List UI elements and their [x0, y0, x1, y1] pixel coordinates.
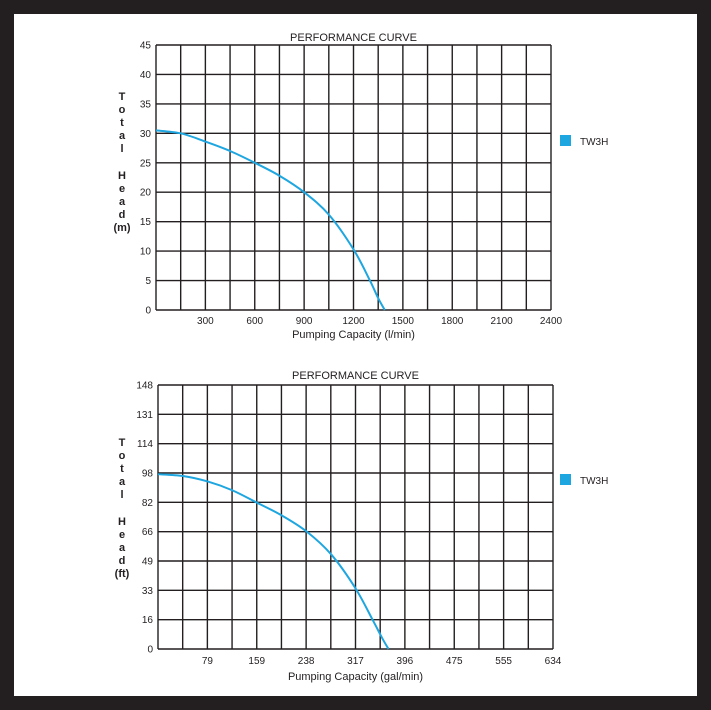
y-axis-label-char: l: [120, 143, 124, 155]
top-y-tick-label: 20: [140, 188, 152, 199]
bottom-y-tick-label: 131: [136, 410, 153, 421]
y-axis-unit: (m): [113, 222, 131, 234]
top-chart-title: PERFORMANCE CURVE: [290, 32, 417, 44]
top-x-tick-label: 1200: [342, 316, 365, 327]
y-axis-label-char: d: [118, 555, 126, 567]
bottom-x-tick-label: 79: [202, 656, 214, 667]
y-axis-label-char: d: [118, 209, 126, 221]
bottom-x-tick-label: 159: [248, 656, 265, 667]
top-y-tick-label: 10: [140, 247, 152, 258]
bottom-y-tick-label: 148: [136, 381, 153, 392]
y-axis-label-char: e: [118, 183, 126, 195]
bottom-legend-swatch: [560, 474, 571, 485]
y-axis-label-char: l: [120, 489, 124, 501]
y-axis-unit: (ft): [114, 568, 130, 580]
top-y-tick-label: 40: [140, 70, 152, 81]
bottom-y-tick-label: 66: [142, 527, 154, 538]
bottom-y-tick-label: 114: [137, 439, 153, 450]
top-x-axis-label: Pumping Capacity (l/min): [292, 329, 415, 341]
bottom-series-curve: [157, 473, 390, 650]
top-y-tick-label: 35: [140, 99, 152, 110]
top-x-tick-label: 1500: [392, 316, 415, 327]
bottom-x-axis-label: Pumping Capacity (gal/min): [288, 671, 423, 683]
bottom-y-tick-label: 82: [142, 498, 154, 509]
bottom-y-tick-label: 33: [142, 586, 154, 597]
bottom-x-tick-label: 634: [545, 656, 562, 667]
top-y-tick-label: 45: [140, 41, 152, 52]
top-legend-label: TW3H: [580, 137, 608, 148]
bottom-y-tick-label: 49: [142, 557, 154, 568]
bottom-y-tick-label: 98: [142, 469, 154, 480]
y-axis-label-char: T: [118, 91, 126, 103]
top-y-tick-label: 15: [140, 217, 152, 228]
bottom-legend-label: TW3H: [580, 476, 608, 487]
bottom-x-tick-label: 555: [495, 656, 512, 667]
y-axis-label-char: t: [120, 117, 124, 129]
bottom-x-tick-label: 475: [446, 656, 463, 667]
bottom-x-tick-label: 317: [347, 656, 364, 667]
y-axis-label-char: a: [118, 542, 126, 554]
chart-panel: PERFORMANCE CURVE 0 5 10 15 20 25 30 35 40 45 300 60…: [14, 14, 697, 696]
y-axis-label-char: o: [118, 104, 126, 116]
bottom-x-tick-label: 238: [298, 656, 315, 667]
bottom-chart-title: PERFORMANCE CURVE: [292, 370, 419, 382]
y-axis-label-char: a: [118, 476, 126, 488]
y-axis-label-char: a: [118, 196, 126, 208]
top-y-tick-label: 5: [145, 276, 151, 287]
top-x-tick-label: 2100: [491, 316, 514, 327]
y-axis-label-char: a: [118, 130, 126, 142]
y-axis-label-char: t: [120, 463, 124, 475]
y-axis-label-gap: [110, 156, 134, 170]
y-axis-label-char: T: [118, 437, 126, 449]
top-x-tick-label: 600: [246, 316, 263, 327]
bottom-y-tick-label: 0: [147, 645, 153, 656]
top-y-tick-label: 30: [140, 129, 152, 140]
y-axis-label-char: H: [118, 170, 126, 182]
top-series-curve: [155, 129, 386, 311]
top-x-tick-label: 1800: [441, 316, 464, 327]
y-axis-label-char: H: [118, 516, 126, 528]
top-y-tick-label: 25: [140, 158, 152, 169]
y-axis-label-char: o: [118, 450, 126, 462]
y-axis-label-gap: [110, 502, 134, 516]
bottom-x-tick-label: 396: [397, 656, 414, 667]
bottom-y-tick-label: 16: [142, 615, 154, 626]
top-y-tick-label: 0: [145, 306, 151, 317]
top-legend-swatch: [560, 135, 571, 146]
top-x-tick-label: 900: [296, 316, 313, 327]
top-x-tick-label: 300: [197, 316, 214, 327]
top-x-tick-label: 2400: [540, 316, 563, 327]
y-axis-label-char: e: [118, 529, 126, 541]
charts-canvas: PERFORMANCE CURVE 0 5 10 15 20 25 30 35 40 45 300 60…: [136, 32, 608, 683]
